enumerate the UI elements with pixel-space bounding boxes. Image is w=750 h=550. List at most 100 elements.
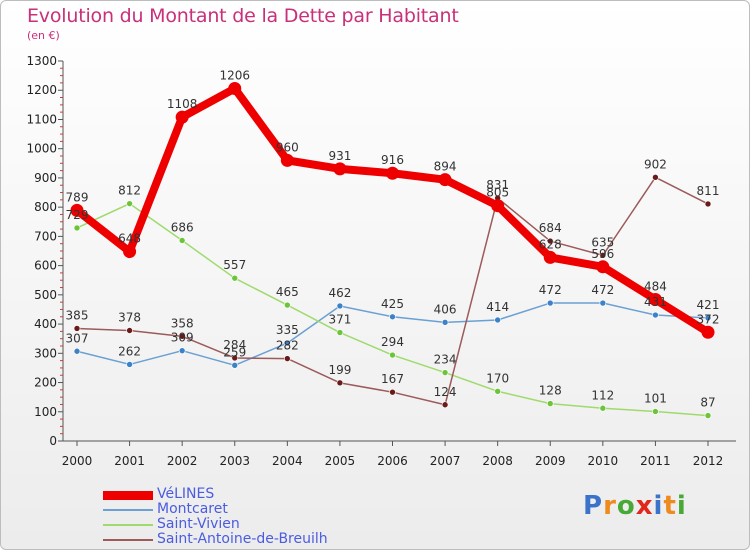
data-point-saint-vivien <box>546 400 554 407</box>
data-point-montcaret <box>73 347 81 355</box>
data-point-saint-antoine-de-breuilh <box>652 174 659 181</box>
data-point-saint-vivien <box>389 351 396 359</box>
data-label-montcaret: 421 <box>697 298 720 312</box>
data-label-saint-vivien: 371 <box>328 313 351 327</box>
data-label-montcaret: 414 <box>486 300 509 314</box>
data-label-saint-vivien: 101 <box>644 391 667 405</box>
y-tick-label: 1000 <box>26 142 57 156</box>
y-tick-label: 1300 <box>26 54 57 68</box>
y-tick-label: 400 <box>34 317 57 331</box>
logo-letter: o <box>616 491 636 521</box>
legend-label: Saint-Vivien <box>157 516 240 532</box>
logo-letter: r <box>603 491 617 521</box>
data-point-montcaret <box>231 361 239 369</box>
data-label-v-lines: 805 <box>486 186 509 200</box>
data-point-saint-vivien <box>73 224 81 232</box>
data-point-saint-vivien <box>231 274 239 282</box>
y-tick-label: 100 <box>34 405 57 419</box>
data-point-v-lines <box>596 260 610 274</box>
data-point-saint-antoine-de-breuilh <box>389 388 396 396</box>
data-label-montcaret: 259 <box>223 345 246 359</box>
data-label-saint-antoine-de-breuilh: 199 <box>328 363 351 377</box>
data-point-saint-vivien <box>652 408 659 415</box>
data-label-v-lines: 372 <box>697 312 720 326</box>
x-tick-label: 2005 <box>325 454 356 468</box>
legend-swatch <box>103 524 153 526</box>
data-point-v-lines <box>438 173 452 187</box>
data-label-saint-antoine-de-breuilh: 378 <box>118 311 141 325</box>
data-label-saint-vivien: 729 <box>66 208 89 222</box>
data-point-saint-vivien <box>284 301 291 309</box>
data-label-v-lines: 916 <box>381 153 404 167</box>
data-label-saint-vivien: 294 <box>381 335 404 349</box>
y-tick-label: 700 <box>34 229 57 243</box>
data-point-v-lines <box>701 325 715 339</box>
data-label-saint-antoine-de-breuilh: 124 <box>434 385 457 399</box>
data-label-montcaret: 472 <box>591 283 614 297</box>
logo-letter: P <box>583 491 604 521</box>
data-point-saint-vivien <box>599 404 607 412</box>
data-label-saint-vivien: 112 <box>591 388 614 402</box>
legend-swatch <box>103 490 153 500</box>
data-point-montcaret <box>652 311 659 319</box>
x-tick-label: 2000 <box>62 454 93 468</box>
data-point-saint-vivien <box>441 369 449 376</box>
series-lines <box>70 81 715 419</box>
y-tick-label: 900 <box>34 171 57 185</box>
data-label-v-lines: 1108 <box>167 97 198 111</box>
data-label-montcaret: 309 <box>171 331 194 345</box>
data-label-v-lines: 894 <box>434 160 457 174</box>
x-tick-label: 2002 <box>167 454 198 468</box>
data-label-montcaret: 262 <box>118 344 141 358</box>
data-label-montcaret: 307 <box>66 331 89 345</box>
x-tick-label: 2003 <box>219 454 250 468</box>
data-point-saint-antoine-de-breuilh <box>73 325 81 332</box>
data-point-saint-antoine-de-breuilh <box>546 237 554 245</box>
data-label-saint-antoine-de-breuilh: 358 <box>171 316 194 330</box>
data-label-v-lines: 648 <box>118 232 141 246</box>
data-label-saint-vivien: 686 <box>171 220 194 234</box>
x-tick-label: 2010 <box>588 454 619 468</box>
chart-subtitle: (en €) <box>27 29 60 42</box>
data-label-saint-vivien: 812 <box>118 184 141 198</box>
data-label-montcaret: 335 <box>276 323 299 337</box>
data-point-v-lines <box>543 250 557 264</box>
x-tick-label: 2001 <box>114 454 145 468</box>
data-point-v-lines <box>70 203 84 217</box>
data-label-saint-vivien: 557 <box>223 258 246 272</box>
data-label-montcaret: 425 <box>381 297 404 311</box>
data-point-v-lines <box>648 293 662 307</box>
logo-letter: i <box>653 491 664 521</box>
data-label-v-lines: 960 <box>276 140 299 154</box>
data-point-v-lines <box>386 166 399 180</box>
y-tick-label: 200 <box>34 376 57 390</box>
data-point-saint-vivien <box>704 412 712 419</box>
y-tick-label: 600 <box>34 259 57 273</box>
logo-letter: i <box>676 491 687 521</box>
data-point-montcaret <box>546 299 554 307</box>
legend-swatch <box>103 539 153 541</box>
data-point-montcaret <box>389 313 396 321</box>
logo-letter: x <box>635 491 654 521</box>
data-point-montcaret <box>441 319 449 326</box>
data-point-v-lines <box>123 245 137 259</box>
data-point-saint-vivien <box>494 388 501 395</box>
data-point-saint-antoine-de-breuilh <box>126 327 133 334</box>
data-label-v-lines: 931 <box>328 149 351 163</box>
y-tick-label: 500 <box>34 288 57 302</box>
data-point-montcaret <box>126 361 133 368</box>
y-tick-label: 0 <box>49 434 57 448</box>
y-tick-label: 800 <box>34 200 57 214</box>
data-label-saint-antoine-de-breuilh: 811 <box>697 184 720 198</box>
data-label-saint-vivien: 465 <box>276 285 299 299</box>
data-point-saint-vivien <box>336 329 344 336</box>
proxiti-logo: Proxiti <box>583 491 687 521</box>
data-point-saint-antoine-de-breuilh <box>599 252 607 259</box>
data-label-saint-vivien: 170 <box>486 371 509 385</box>
data-label-montcaret: 431 <box>644 295 667 309</box>
data-point-montcaret <box>336 302 344 310</box>
data-point-v-lines <box>175 110 189 124</box>
data-point-saint-antoine-de-breuilh <box>441 401 449 409</box>
